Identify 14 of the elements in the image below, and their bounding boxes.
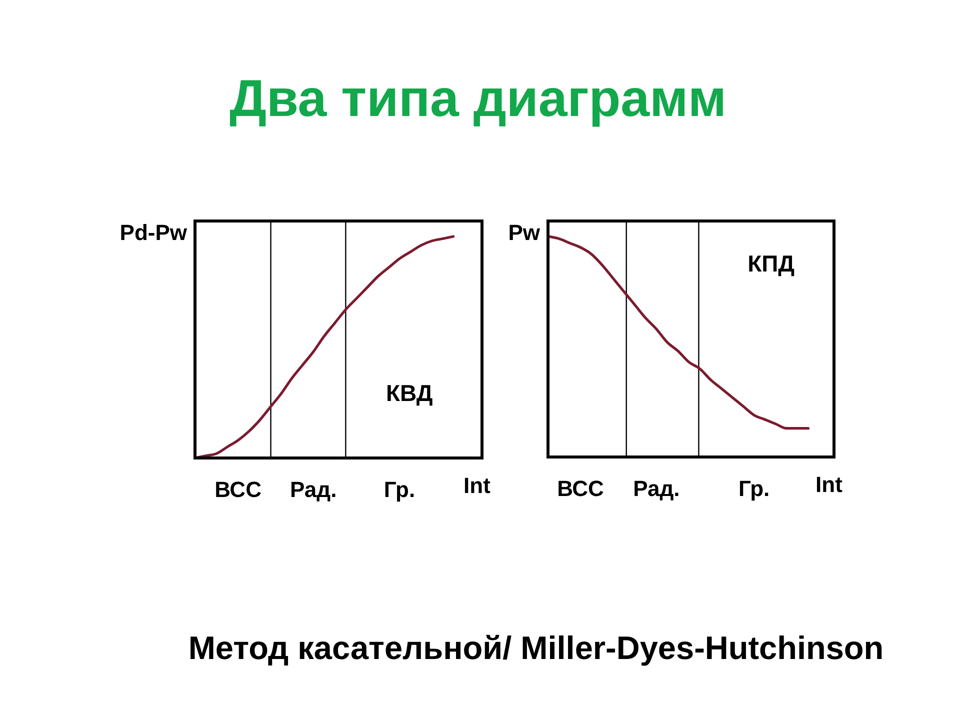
y-axis-title: Pw	[508, 220, 541, 245]
x-tick-label: Гр.	[384, 477, 416, 502]
annotation: КПД	[748, 250, 795, 277]
chart-title: Два типа диаграмм	[229, 70, 727, 128]
y-axis-title: Pd-Pw	[120, 220, 188, 245]
annotation: КВД	[386, 380, 433, 406]
x-axis-title: Int	[464, 473, 492, 498]
x-tick-label: Гр.	[738, 476, 770, 501]
x-tick-label: Рад.	[633, 476, 680, 501]
text: Метод касательной/ Miller-Dyes-Hutchinson	[188, 630, 884, 666]
x-tick-label: ВСС	[557, 476, 604, 501]
x-axis-title: Int	[816, 472, 844, 497]
x-tick-label: Рад.	[290, 477, 337, 502]
x-tick-label: ВСС	[214, 477, 262, 502]
